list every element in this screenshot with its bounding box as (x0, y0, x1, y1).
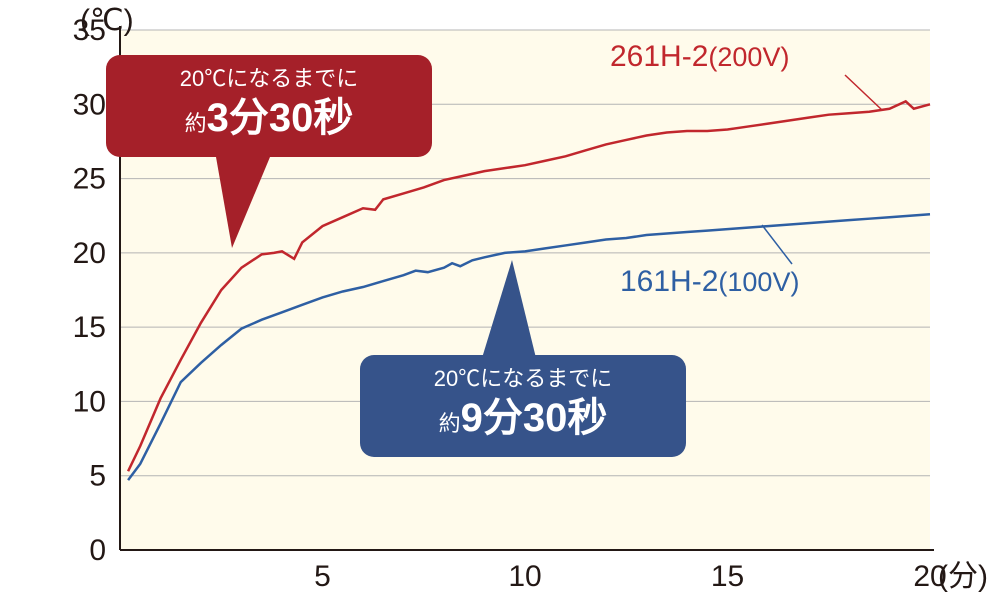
callout-red: 20℃になるまでに 約3分30秒 (106, 55, 432, 157)
svg-text:0: 0 (89, 534, 106, 567)
callout-red-line2: 約3分30秒 (124, 93, 414, 143)
svg-text:5: 5 (89, 460, 106, 493)
callout-blue-line1: 20℃になるまでに (378, 365, 668, 393)
svg-text:(分): (分) (938, 560, 988, 593)
callout-blue-line2: 約9分30秒 (378, 393, 668, 443)
svg-text:15: 15 (711, 560, 744, 593)
callout-blue: 20℃になるまでに 約9分30秒 (360, 355, 686, 457)
series-label-161h2: 161H-2(100V) (620, 265, 799, 299)
callout-red-line1: 20℃になるまでに (124, 65, 414, 93)
svg-text:15: 15 (73, 311, 106, 344)
svg-text:20: 20 (73, 237, 106, 270)
svg-text:25: 25 (73, 163, 106, 196)
temperature-chart: 05101520253035(℃)5101520(分) 20℃になるまでに 約3… (0, 0, 1000, 609)
series-label-261h2: 261H-2(200V) (610, 40, 789, 74)
svg-text:10: 10 (73, 385, 106, 418)
svg-text:(℃): (℃) (80, 4, 134, 37)
svg-text:30: 30 (73, 88, 106, 121)
svg-text:5: 5 (314, 560, 331, 593)
svg-text:10: 10 (508, 560, 541, 593)
